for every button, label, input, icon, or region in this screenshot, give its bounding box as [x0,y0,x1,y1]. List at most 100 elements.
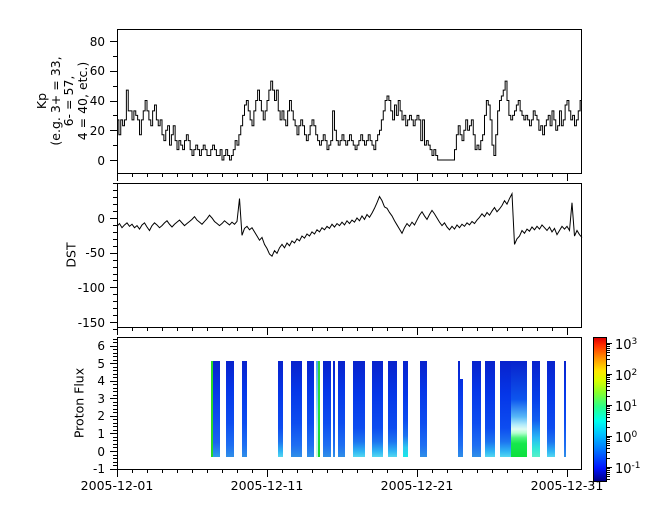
y-major-tick [110,381,117,382]
proton-flux-stripe [338,361,345,457]
colorbar-minor-tick [607,470,610,471]
y-minor-tick [113,204,117,205]
y-minor-tick [113,458,117,459]
x-minor-tick [297,173,298,177]
x-minor-tick [507,327,508,331]
y-minor-tick [113,374,117,375]
x-minor-tick [357,469,358,473]
proton-flux-stripe [323,361,332,457]
y-minor-tick [113,402,117,403]
colorbar-minor-tick [607,377,610,378]
y-minor-tick [113,405,117,406]
colorbar-label-exponent: 1 [631,398,638,409]
y-minor-tick [113,430,117,431]
x-minor-tick [162,469,163,473]
colorbar-minor-tick [607,410,610,411]
dst-panel [117,183,582,328]
y-minor-tick [113,315,117,316]
proton-flux-stripe [226,361,235,457]
x-major-tick [567,469,568,477]
x-minor-tick [192,173,193,177]
y-minor-tick [113,360,117,361]
colorbar-label-exponent: 0 [631,429,638,440]
colorbar-minor-tick [607,375,610,376]
proton-flux-stripe [316,361,318,457]
proton-flux-stripe [278,361,284,457]
y-tick-label: 60 [89,64,105,79]
y-minor-tick [113,437,117,438]
y-tick-label: 20 [89,123,105,138]
x-major-tick [267,327,268,335]
x-tick-label: 2005-12-31 [530,478,604,493]
x-minor-tick [207,327,208,331]
colorbar-minor-tick [607,408,610,409]
colorbar-label-base: 10 [615,368,632,384]
dst-line-chart [116,191,583,257]
x-minor-tick [177,327,178,331]
colorbar-tick-label: 100 [615,428,637,444]
x-minor-tick [252,327,253,331]
x-minor-tick [387,469,388,473]
x-minor-tick [522,173,523,177]
proton-flux-stripe [500,361,512,457]
x-minor-tick [132,327,133,331]
x-major-tick [117,173,118,181]
y-tick-label: 5 [97,356,105,371]
x-minor-tick [402,173,403,177]
x-minor-tick [462,469,463,473]
proton-flux-stripe [564,361,566,457]
x-minor-tick [522,469,523,473]
colorbar-minor-tick [607,445,610,446]
y-tick-label: 0 [97,153,105,168]
x-minor-tick [252,469,253,473]
colorbar-minor-tick [607,346,610,347]
x-major-tick [417,173,418,181]
x-minor-tick [237,327,238,331]
colorbar-minor-tick [607,439,610,440]
stripe-green-edge [211,361,214,457]
proton-flux-stripe [318,361,320,457]
x-minor-tick [237,173,238,177]
y-minor-tick [113,455,117,456]
x-major-tick [267,173,268,181]
y-minor-tick [113,260,117,261]
colorbar-major-tick [607,343,612,344]
x-minor-tick [207,173,208,177]
colorbar-minor-tick [607,344,610,345]
colorbar-tick-label: 103 [615,335,637,351]
x-minor-tick [222,327,223,331]
colorbar-minor-tick [607,386,610,387]
y-tick-label: -100 [77,280,105,295]
x-minor-tick [447,173,448,177]
colorbar-minor-tick [607,472,610,473]
x-major-tick [117,327,118,335]
x-minor-tick [282,327,283,331]
y-minor-tick [113,86,117,87]
x-minor-tick [402,327,403,331]
y-minor-tick [113,426,117,427]
y-minor-tick [113,370,117,371]
y-major-tick [110,253,117,254]
colorbar-minor-tick [607,359,610,360]
y-minor-tick [113,342,117,343]
y-major-tick [110,160,117,161]
x-major-tick [117,469,118,477]
y-tick-label: 80 [89,34,105,49]
colorbar-minor-tick [607,381,610,382]
x-minor-tick [252,173,253,177]
y-tick-label: 3 [97,391,105,406]
x-minor-tick [282,173,283,177]
colorbar-minor-tick [607,383,610,384]
x-minor-tick [207,469,208,473]
colorbar-label-base: 10 [615,461,632,477]
x-minor-tick [312,327,313,331]
y-minor-tick [113,329,117,330]
x-minor-tick [537,469,538,473]
proton-flux-stripe [333,361,335,457]
x-minor-tick [462,173,463,177]
x-minor-tick [282,469,283,473]
x-minor-tick [477,327,478,331]
y-major-tick [110,416,117,417]
colorbar-minor-tick [607,355,610,356]
y-tick-label: 2 [97,409,105,424]
